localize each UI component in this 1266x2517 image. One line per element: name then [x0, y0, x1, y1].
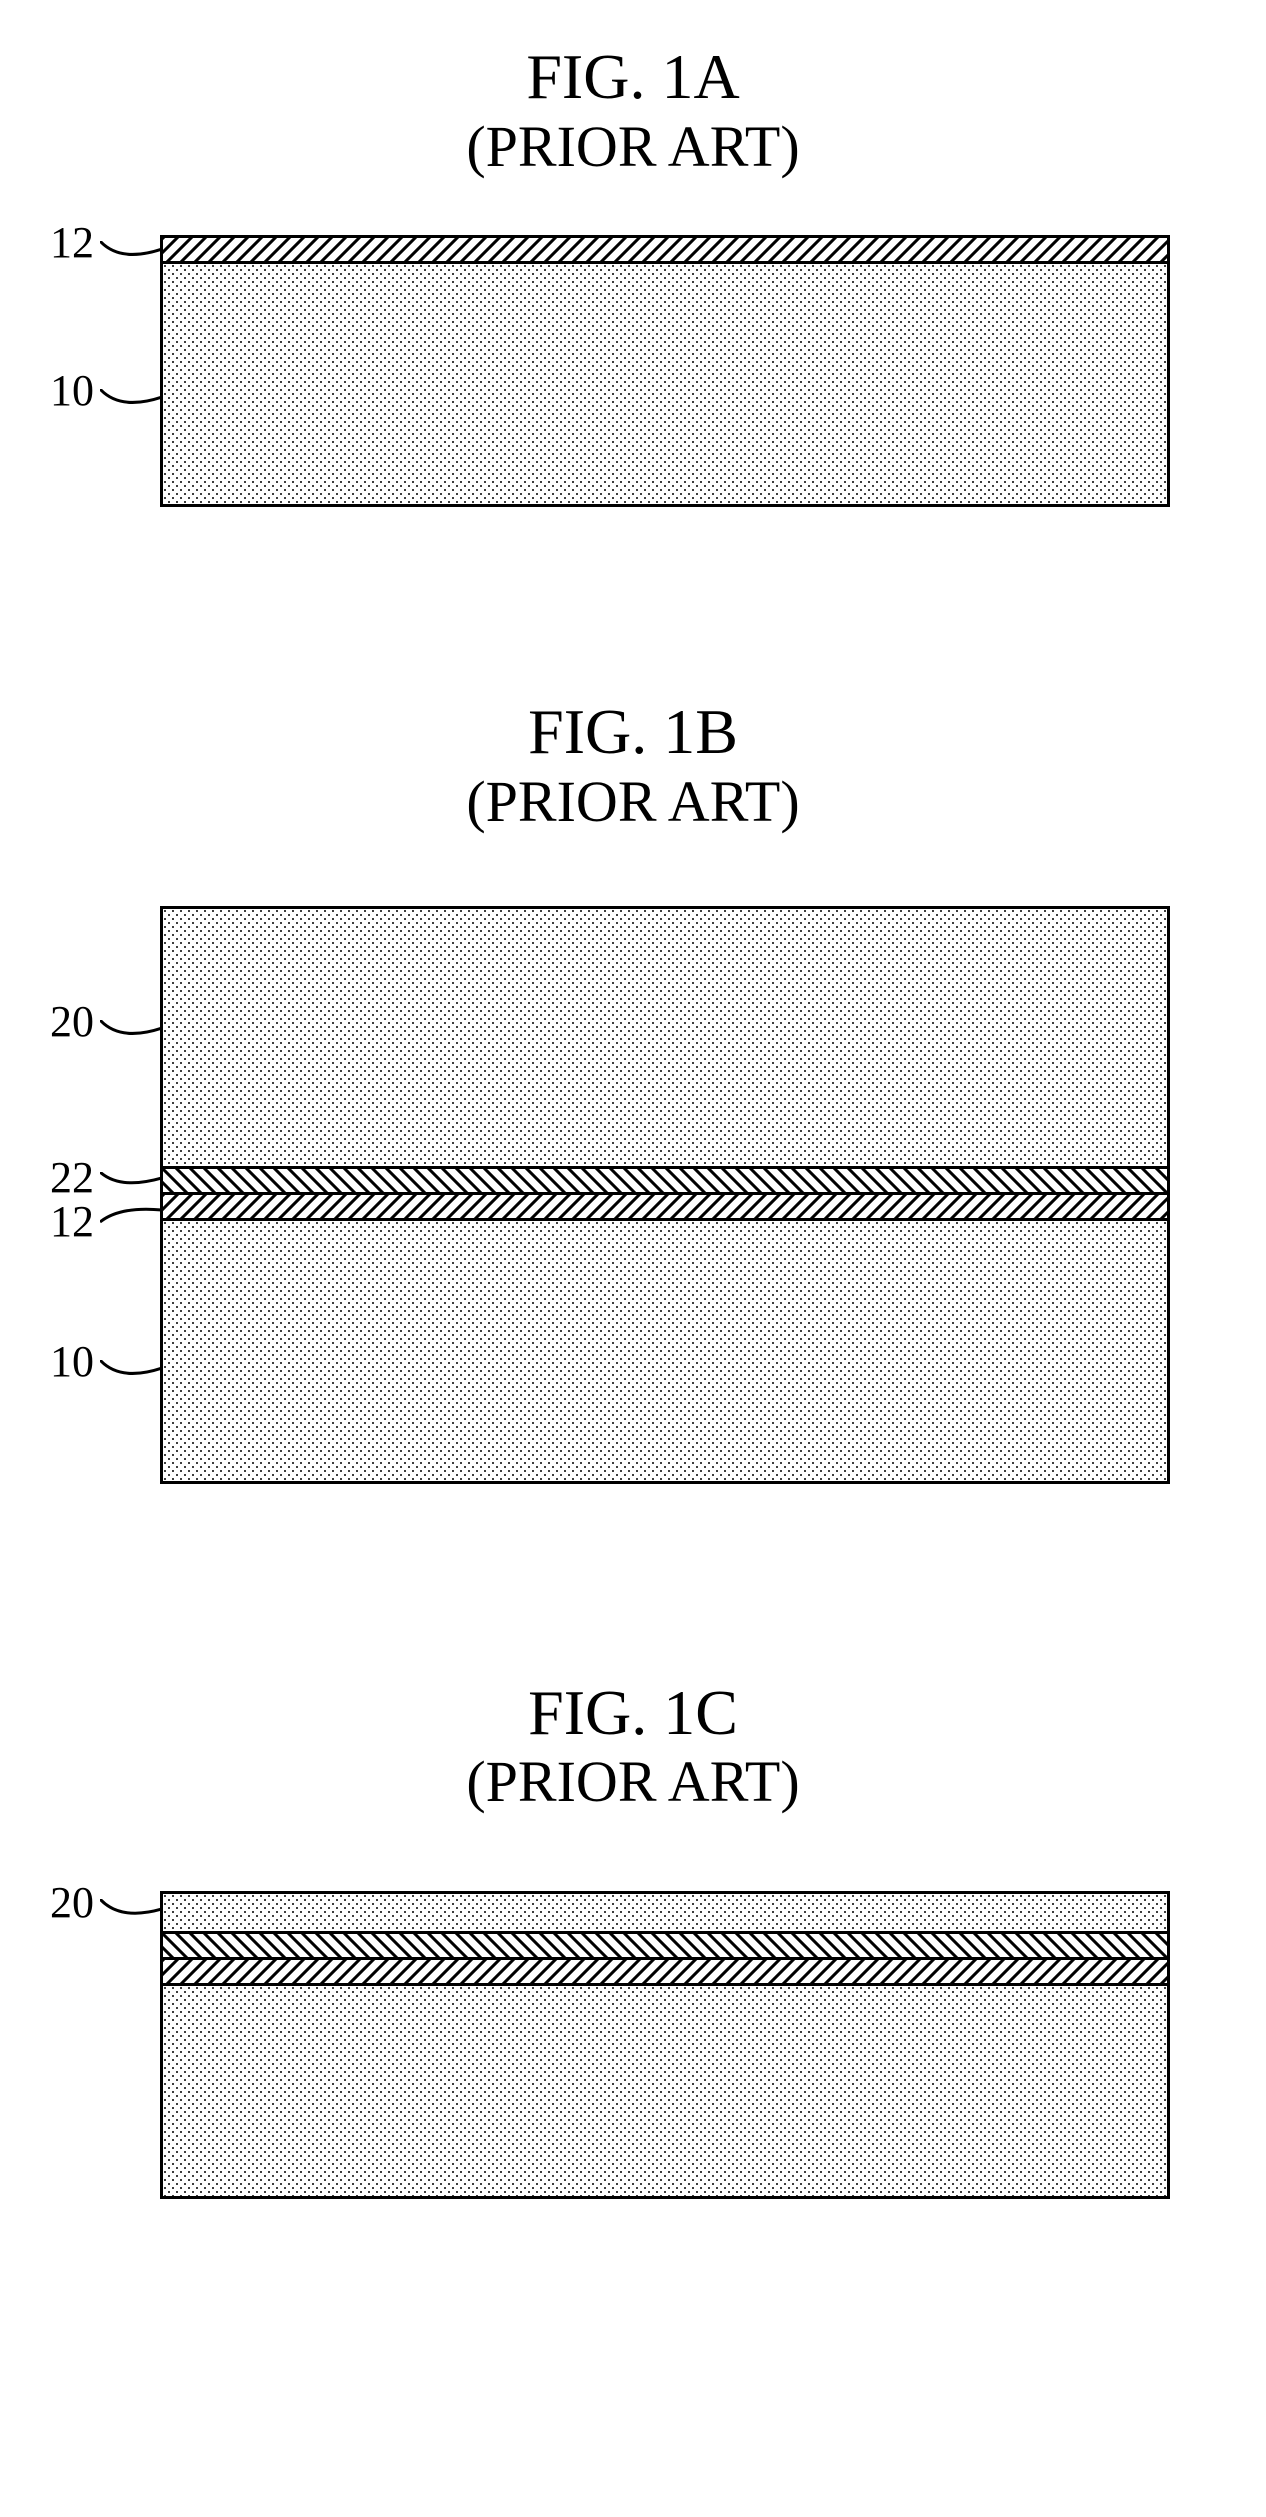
figure-1a-title: FIG. 1A [0, 40, 1266, 114]
label-12: 12 [50, 217, 94, 268]
figure-1a-stack [160, 235, 1170, 507]
figure-1a-caption: FIG. 1A (PRIOR ART) [0, 40, 1266, 180]
figure-1b-caption: FIG. 1B (PRIOR ART) [0, 695, 1266, 835]
figure-1a-diagram: 12 10 [160, 235, 1186, 545]
layer-10c [163, 1986, 1167, 2196]
figure-1b-stack [160, 906, 1170, 1484]
figure-1c-block: FIG. 1C (PRIOR ART) 20 [0, 1676, 1266, 2231]
label-12b: 12 [50, 1196, 94, 1247]
layer-12b [163, 1195, 1167, 1221]
layer-22c [163, 1934, 1167, 1960]
figure-1b-block: FIG. 1B (PRIOR ART) 20 22 12 10 [0, 695, 1266, 1525]
layer-20c [163, 1894, 1167, 1934]
figure-1c-diagram: 20 [160, 1891, 1186, 2231]
figure-1b-diagram: 20 22 12 10 [160, 906, 1186, 1526]
figure-1c-caption: FIG. 1C (PRIOR ART) [0, 1676, 1266, 1816]
label-20c: 20 [50, 1877, 94, 1928]
figure-1b-subtitle: (PRIOR ART) [0, 769, 1266, 836]
leader-20c [100, 1899, 162, 1923]
layer-22 [163, 1169, 1167, 1195]
leader-12 [100, 241, 162, 265]
layer-20 [163, 909, 1167, 1169]
figure-1c-subtitle: (PRIOR ART) [0, 1749, 1266, 1816]
layer-10b [163, 1221, 1167, 1481]
figure-1a-subtitle: (PRIOR ART) [0, 114, 1266, 181]
figure-1a-block: FIG. 1A (PRIOR ART) 12 10 [0, 40, 1266, 545]
label-10: 10 [50, 365, 94, 416]
leader-20 [100, 1020, 162, 1044]
page: FIG. 1A (PRIOR ART) 12 10 FIG. 1B (PRIOR [0, 0, 1266, 2231]
leader-10 [100, 389, 162, 413]
leader-22 [100, 1172, 162, 1192]
figure-1c-title: FIG. 1C [0, 1676, 1266, 1750]
figure-1b-title: FIG. 1B [0, 695, 1266, 769]
layer-12c [163, 1960, 1167, 1986]
leader-12b [100, 1206, 162, 1226]
label-20: 20 [50, 996, 94, 1047]
leader-10b [100, 1360, 162, 1384]
layer-10 [163, 264, 1167, 504]
figure-1c-stack [160, 1891, 1170, 2199]
label-10b: 10 [50, 1336, 94, 1387]
layer-12 [163, 238, 1167, 264]
